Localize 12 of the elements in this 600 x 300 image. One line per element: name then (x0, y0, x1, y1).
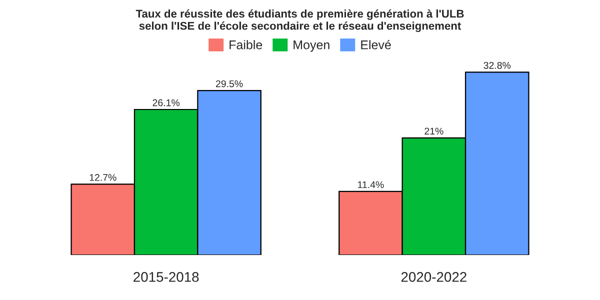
data-label: 26.1% (152, 99, 180, 106)
legend-label: Moyen (294, 40, 330, 52)
chart-title: Taux de réussite des étudiants de première génération à l'ULB selon l'ISE de l'école secondaire et le réseau d'enseignement (136, 9, 464, 32)
data-label: 32.8% (484, 62, 511, 69)
x-tick-label: 2015-2018 (134, 272, 199, 282)
data-label: 11.4% (358, 181, 384, 188)
data-label: 29.5% (216, 80, 243, 88)
x-tick-label: 2020-2022 (401, 272, 466, 282)
data-label: 21% (424, 128, 444, 135)
legend-label: Faible (230, 40, 262, 50)
data-label: 12.7% (90, 174, 116, 181)
legend-label: Elevé (361, 40, 391, 50)
